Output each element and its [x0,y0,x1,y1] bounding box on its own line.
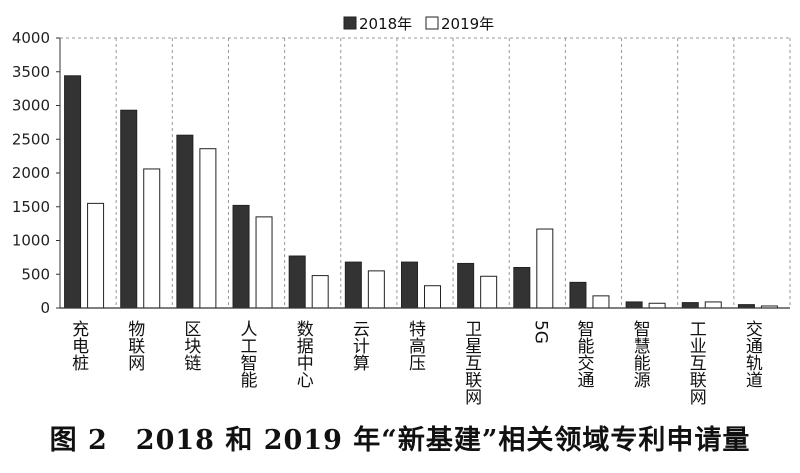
x-category-label: 卫星互联网 [461,320,482,406]
y-tick-label: 2500 [12,130,50,148]
bar-2019年-5G [536,228,554,309]
y-tick-label: 1000 [12,232,50,250]
y-tick-label: 2000 [12,164,50,182]
bar-2019年-充电桩 [87,202,105,309]
x-category-label: 区块链 [180,320,201,371]
y-tick-label: 500 [21,265,50,283]
bar-2019年-智慧能源 [648,302,666,309]
bar-2018年-物联网 [120,109,138,309]
x-category-label: 数据中心 [293,320,314,388]
bar-2018年-人工智能 [232,204,250,309]
x-category-label: 工业互联网 [686,320,707,406]
bar-2019年-工业互联网 [704,301,722,309]
legend: 2018年 2019年 [343,15,494,33]
bar-2018年-特高压 [401,261,418,309]
bar-chart: 2018年 2019年 0 500 1000 1500 2000 2500 3000 3500 4… [12,15,791,406]
x-category-label: 物联网 [124,320,145,372]
x-category-label: 充电桩 [68,320,89,371]
bar-2018年-智慧能源 [625,301,643,309]
legend-label-1: 2019年 [441,15,494,33]
bar-2018年-云计算 [344,261,362,309]
legend-swatch-0 [343,16,357,30]
x-category-label: 智慧能源 [630,320,651,389]
bar-2018年-数据中心 [288,255,306,309]
grid [59,37,791,308]
bar-2019年-智能交通 [592,295,610,309]
x-category-label: 人工智能 [237,320,257,389]
x-category-label: 智能交通 [573,320,594,388]
x-category-label: 交通轨道 [742,320,763,388]
y-tick-label: 4000 [12,29,50,47]
bar-2019年-区块链 [199,148,217,309]
bar-2019年-卫星互联网 [480,275,498,309]
bar-2018年-智能交通 [569,281,587,309]
x-category-label: 特高压 [405,320,426,371]
legend-label-0: 2018年 [359,15,412,33]
bar-2018年-区块链 [176,134,194,309]
bars [64,75,778,309]
y-axis: 0 500 1000 1500 2000 2500 3000 3500 4000 [12,29,61,317]
bar-2019年-云计算 [367,270,385,309]
bar-2019年-数据中心 [311,275,329,309]
bar-2019年-物联网 [143,168,161,309]
bar-2018年-工业互联网 [681,302,699,309]
figure-caption: 图 2 2018 和 2019 年“新基建”相关领域专利申请量 [49,425,751,456]
x-category-label: 5G [530,320,550,344]
y-tick-label: 3500 [12,63,50,81]
legend-swatch-1 [425,16,439,30]
bar-2019年-特高压 [424,285,441,309]
y-tick-label: 0 [40,299,50,317]
y-tick-label: 1500 [12,198,50,216]
bar-2018年-5G [513,267,531,309]
bar-2018年-充电桩 [64,75,82,309]
bar-2018年-卫星互联网 [457,262,475,309]
bar-2019年-人工智能 [255,216,273,309]
y-tick-label: 3000 [12,97,50,115]
x-category-label: 云计算 [349,320,370,371]
x-axis: 充电桩 物联网 区块链 人工智能 数据中心 云计算 特高压 卫星互联网 5G 智能交通 智慧能源 工业… [60,307,790,406]
